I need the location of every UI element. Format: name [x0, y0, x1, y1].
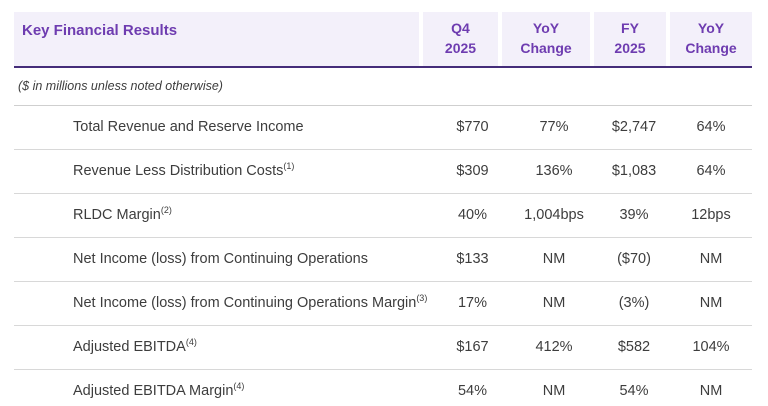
table-row: Adjusted EBITDA Margin(4) 54% NM 54% NM	[14, 370, 752, 406]
cell-q4-2025: $309	[456, 163, 489, 180]
cell-fy-2025: 39%	[619, 207, 649, 224]
row-label: Adjusted EBITDA	[73, 339, 186, 356]
table-title: Key Financial Results	[14, 12, 419, 66]
cell-yoy-change-q4: NM	[542, 251, 566, 268]
row-label-cell: Net Income (loss) from Continuing Operat…	[14, 249, 435, 270]
row-label-cell: RLDC Margin(2)	[14, 205, 435, 226]
units-note: ($ in millions unless noted otherwise)	[18, 79, 223, 93]
cell-yoy-change-q4: 77%	[539, 119, 569, 135]
units-note-row: ($ in millions unless noted otherwise)	[14, 68, 752, 106]
cell-yoy-change-fy: 12bps	[691, 207, 731, 224]
row-label: RLDC Margin	[73, 207, 161, 224]
cell-fy-2025: 54%	[619, 383, 649, 400]
cell-fy-2025: (3%)	[618, 295, 650, 312]
cell-yoy-change-fy: 64%	[696, 163, 726, 180]
row-label: Net Income (loss) from Continuing Operat…	[73, 251, 368, 268]
cell-yoy-change-fy: NM	[699, 295, 723, 312]
row-footnote: (4)	[233, 381, 245, 392]
cell-yoy-change-fy: 104%	[692, 339, 730, 356]
cell-q4-2025: $167	[456, 339, 489, 356]
cell-q4-2025: $133	[456, 251, 489, 268]
row-label: Net Income (loss) from Continuing Operat…	[73, 295, 417, 312]
table-row: Total Revenue and Reserve Income $770 77…	[14, 106, 752, 151]
cell-yoy-change-q4: 1,004bps	[524, 207, 584, 224]
cell-q4-2025: $770	[456, 119, 489, 135]
table-body: Total Revenue and Reserve Income $770 77…	[14, 106, 752, 406]
row-label-cell: Total Revenue and Reserve Income	[14, 117, 435, 138]
row-label: Revenue Less Distribution Costs	[73, 163, 284, 180]
table-row: RLDC Margin(2) 40% 1,004bps 39% 12bps	[14, 194, 752, 239]
table-header-row: Key Financial Results Q4 2025 YoY Change…	[14, 12, 752, 68]
cell-yoy-change-fy: NM	[699, 251, 723, 268]
cell-yoy-change-q4: 136%	[535, 163, 573, 180]
column-header-q4-2025: Q4 2025	[419, 12, 498, 66]
cell-yoy-change-q4: NM	[542, 295, 566, 312]
cell-fy-2025: $582	[617, 339, 651, 356]
table-row: Net Income (loss) from Continuing Operat…	[14, 282, 752, 327]
row-footnote: (4)	[185, 337, 197, 348]
cell-yoy-change-q4: NM	[542, 383, 566, 400]
financial-results-table: Key Financial Results Q4 2025 YoY Change…	[14, 12, 752, 406]
row-label-cell: Net Income (loss) from Continuing Operat…	[14, 293, 435, 314]
column-header-fy-2025: FY 2025	[590, 12, 666, 66]
column-header-yoy-change-q4: YoY Change	[498, 12, 590, 66]
cell-fy-2025: ($70)	[617, 251, 651, 268]
cell-yoy-change-fy: 64%	[696, 119, 726, 135]
row-footnote: (1)	[283, 161, 295, 172]
cell-q4-2025: 40%	[457, 207, 488, 224]
cell-q4-2025: 17%	[457, 295, 488, 312]
cell-yoy-change-fy: NM	[699, 383, 723, 400]
cell-q4-2025: 54%	[457, 383, 488, 400]
table-row: Net Income (loss) from Continuing Operat…	[14, 238, 752, 283]
cell-fy-2025: $1,083	[611, 163, 657, 180]
table-title-text: Key Financial Results	[22, 22, 178, 39]
table-row: Revenue Less Distribution Costs(1) $309 …	[14, 150, 752, 195]
row-label-cell: Adjusted EBITDA(4)	[14, 337, 435, 358]
row-footnote: (3)	[416, 293, 428, 304]
table-row: Adjusted EBITDA(4) $167 412% $582 104%	[14, 326, 752, 371]
column-header-yoy-change-fy: YoY Change	[666, 12, 752, 66]
row-footnote: (2)	[160, 205, 172, 216]
row-label-cell: Revenue Less Distribution Costs(1)	[14, 161, 435, 182]
row-label: Total Revenue and Reserve Income	[73, 119, 304, 135]
cell-yoy-change-q4: 412%	[535, 339, 573, 356]
row-label: Adjusted EBITDA Margin	[73, 383, 234, 400]
row-label-cell: Adjusted EBITDA Margin(4)	[14, 381, 435, 402]
cell-fy-2025: $2,747	[611, 119, 657, 135]
